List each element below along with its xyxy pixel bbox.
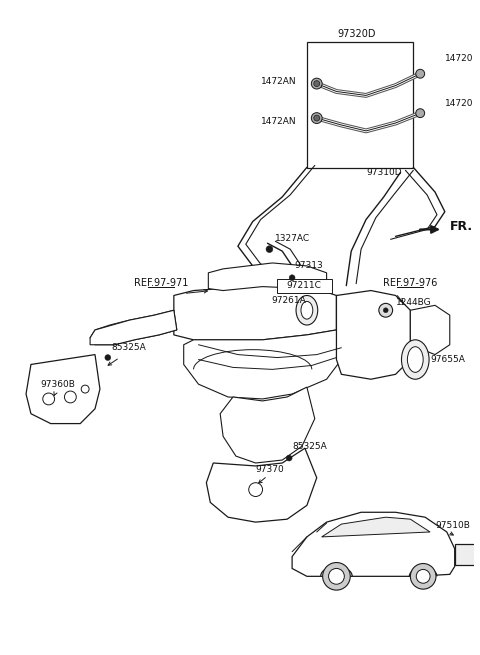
Polygon shape — [90, 310, 177, 345]
Polygon shape — [90, 310, 177, 345]
Bar — [277, 279, 332, 293]
Text: 1327AC: 1327AC — [276, 234, 311, 243]
Text: 97310D: 97310D — [366, 168, 402, 177]
Ellipse shape — [312, 113, 322, 124]
Ellipse shape — [329, 569, 344, 584]
Ellipse shape — [401, 340, 429, 379]
Text: 97211C: 97211C — [287, 281, 322, 290]
Ellipse shape — [379, 303, 393, 317]
Text: 85325A: 85325A — [112, 343, 146, 352]
Ellipse shape — [416, 109, 425, 118]
Polygon shape — [184, 330, 341, 399]
Ellipse shape — [312, 78, 322, 89]
Ellipse shape — [289, 275, 295, 281]
Text: 97360B: 97360B — [41, 380, 76, 388]
Text: 1472AN: 1472AN — [262, 117, 297, 126]
Text: FR.: FR. — [450, 220, 473, 233]
Ellipse shape — [64, 391, 76, 403]
Ellipse shape — [314, 115, 320, 121]
Ellipse shape — [105, 354, 111, 360]
Polygon shape — [336, 291, 410, 379]
Ellipse shape — [249, 483, 263, 496]
Ellipse shape — [410, 563, 436, 589]
Ellipse shape — [286, 455, 292, 461]
Text: 97261A: 97261A — [271, 296, 306, 305]
Ellipse shape — [416, 569, 430, 583]
Ellipse shape — [383, 308, 388, 312]
Ellipse shape — [266, 246, 273, 253]
Text: 1472AN: 1472AN — [262, 77, 297, 86]
Polygon shape — [220, 387, 315, 463]
Text: 97313: 97313 — [294, 261, 323, 271]
Ellipse shape — [296, 295, 318, 325]
Text: REF.97-971: REF.97-971 — [134, 278, 188, 288]
Ellipse shape — [314, 81, 320, 86]
Polygon shape — [322, 517, 430, 537]
Ellipse shape — [43, 393, 55, 405]
Polygon shape — [206, 448, 317, 522]
Text: 85325A: 85325A — [292, 441, 327, 451]
Ellipse shape — [416, 69, 425, 78]
Polygon shape — [208, 263, 326, 291]
Ellipse shape — [323, 563, 350, 590]
Text: 97370: 97370 — [256, 466, 284, 474]
Ellipse shape — [81, 385, 89, 393]
Text: 97655A: 97655A — [430, 355, 465, 364]
Ellipse shape — [301, 301, 313, 319]
Text: 97510B: 97510B — [435, 521, 470, 530]
Bar — [307, 42, 413, 168]
Polygon shape — [292, 512, 455, 576]
Text: 14720: 14720 — [445, 54, 473, 64]
Polygon shape — [187, 293, 326, 332]
Polygon shape — [174, 286, 336, 340]
Bar — [455, 544, 480, 565]
Text: 97320D: 97320D — [337, 29, 375, 39]
Text: 1244BG: 1244BG — [396, 298, 431, 307]
Polygon shape — [26, 354, 100, 424]
Ellipse shape — [408, 346, 423, 372]
Text: REF.97-976: REF.97-976 — [383, 278, 438, 288]
Polygon shape — [410, 305, 450, 354]
Text: 14720: 14720 — [445, 99, 473, 108]
